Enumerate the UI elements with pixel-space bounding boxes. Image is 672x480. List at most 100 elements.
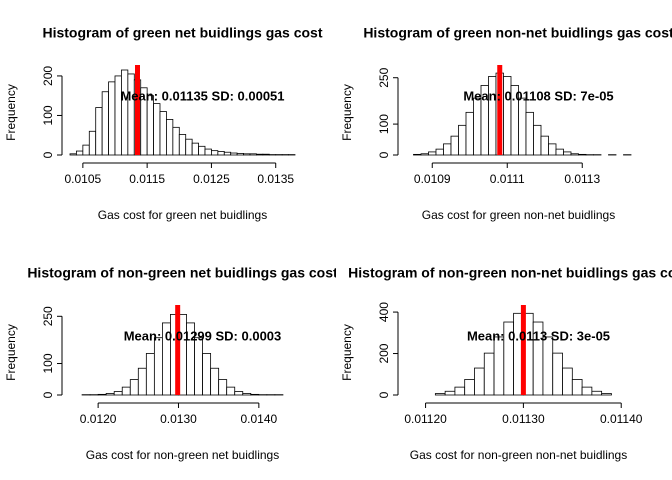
y-tick-label: 0: [41, 151, 55, 158]
bar: [578, 153, 587, 156]
bar: [82, 144, 90, 156]
bar: [420, 153, 429, 156]
y-tick-label: 200: [377, 343, 391, 363]
y-axis-label: Frequency: [4, 84, 18, 141]
bar: [146, 95, 154, 156]
bar: [570, 153, 579, 156]
bar: [108, 81, 116, 156]
bar: [434, 393, 446, 396]
x-axis-label: Gas cost for non-green net buidlings: [86, 448, 279, 462]
panel: Histogram of green non-net buidlings gas…: [340, 25, 672, 222]
bar: [113, 391, 123, 396]
x-tick-label: 0.01140: [600, 412, 643, 426]
bar: [249, 153, 257, 156]
x-axis-label: Gas cost for green non-net buidlings: [422, 208, 615, 222]
bar: [172, 126, 180, 156]
bar: [129, 379, 139, 396]
bar: [464, 379, 475, 396]
bar: [204, 148, 212, 156]
bar: [159, 111, 167, 156]
y-tick-label: 250: [377, 67, 391, 87]
y-tick-label: 400: [377, 302, 391, 322]
bar: [218, 379, 228, 396]
bar: [443, 143, 452, 156]
y-axis-label: Frequency: [340, 324, 354, 381]
bar: [194, 337, 203, 396]
bar: [435, 148, 444, 156]
bar: [211, 150, 219, 156]
y-tick-label: 200: [41, 66, 55, 86]
bar: [483, 352, 495, 396]
x-tick-label: 0.0113: [564, 172, 600, 186]
bar: [236, 153, 244, 156]
bar: [153, 337, 163, 396]
bar: [230, 152, 238, 156]
bar: [198, 145, 206, 156]
bar: [444, 390, 456, 396]
bar: [191, 142, 199, 156]
bar: [548, 143, 557, 156]
bar: [474, 367, 485, 396]
bar: [465, 111, 474, 156]
bar: [137, 367, 147, 396]
x-tick-label: 0.01130: [502, 412, 545, 426]
bar: [518, 97, 527, 156]
bar: [458, 124, 467, 156]
bar: [88, 130, 97, 156]
x-tick-label: 0.0125: [193, 172, 230, 186]
bar: [202, 353, 212, 396]
bar: [76, 150, 84, 156]
bar: [223, 151, 232, 156]
bar: [601, 393, 612, 396]
y-tick-label: 0: [377, 391, 391, 398]
bar: [493, 336, 505, 396]
bar: [234, 391, 244, 396]
annotation: Mean: 0.0113 SD: 3e-05: [467, 328, 610, 343]
bar: [217, 151, 225, 156]
bar: [166, 119, 174, 156]
panel: Histogram of green net buidlings gas cos…: [4, 25, 323, 222]
bar: [145, 353, 155, 396]
bar: [185, 138, 193, 156]
x-tick-label: 0.0140: [240, 412, 277, 426]
bar: [210, 367, 220, 396]
x-tick-label: 0.0111: [490, 172, 525, 186]
x-tick-label: 0.0115: [129, 172, 165, 186]
bar: [581, 386, 593, 396]
bar: [555, 148, 564, 156]
chart-title: Histogram of non-green non-net buidlings…: [348, 265, 672, 281]
bar: [262, 153, 270, 156]
chart-title: Histogram of green net buidlings gas cos…: [42, 25, 322, 41]
annotation: Mean: 0.01135 SD: 0.00051: [120, 88, 284, 103]
bar: [533, 124, 542, 156]
bar: [178, 134, 187, 156]
x-tick-label: 0.01120: [404, 412, 447, 426]
y-tick-label: 100: [41, 353, 55, 373]
y-tick-label: 100: [377, 114, 391, 134]
bar: [473, 97, 482, 156]
bar: [525, 111, 534, 156]
x-tick-label: 0.0135: [257, 172, 294, 186]
annotation: Mean: 0.01299 SD: 0.0003: [124, 328, 282, 343]
x-tick-label: 0.0130: [160, 412, 197, 426]
panel: Histogram of non-green net buidlings gas…: [4, 265, 338, 462]
y-axis-label: Frequency: [340, 84, 354, 141]
y-tick-label: 0: [377, 151, 391, 158]
bar: [563, 151, 572, 156]
chart-title: Histogram of non-green net buidlings gas…: [27, 265, 338, 281]
panel: Histogram of non-green non-net buidlings…: [340, 265, 672, 462]
bar: [242, 393, 252, 396]
bar: [95, 107, 103, 156]
bar: [250, 393, 260, 396]
bar: [243, 153, 251, 156]
bar: [101, 91, 109, 156]
bar: [562, 367, 573, 396]
annotation: Mean: 0.01108 SD: 7e-05: [463, 88, 613, 103]
bar: [450, 135, 459, 156]
x-axis-label: Gas cost for green net buidlings: [98, 208, 267, 222]
bar: [428, 151, 437, 156]
y-tick-label: 0: [41, 391, 55, 398]
x-tick-label: 0.0109: [414, 172, 451, 186]
chart-title: Histogram of green non-net buidlings gas…: [363, 25, 672, 41]
